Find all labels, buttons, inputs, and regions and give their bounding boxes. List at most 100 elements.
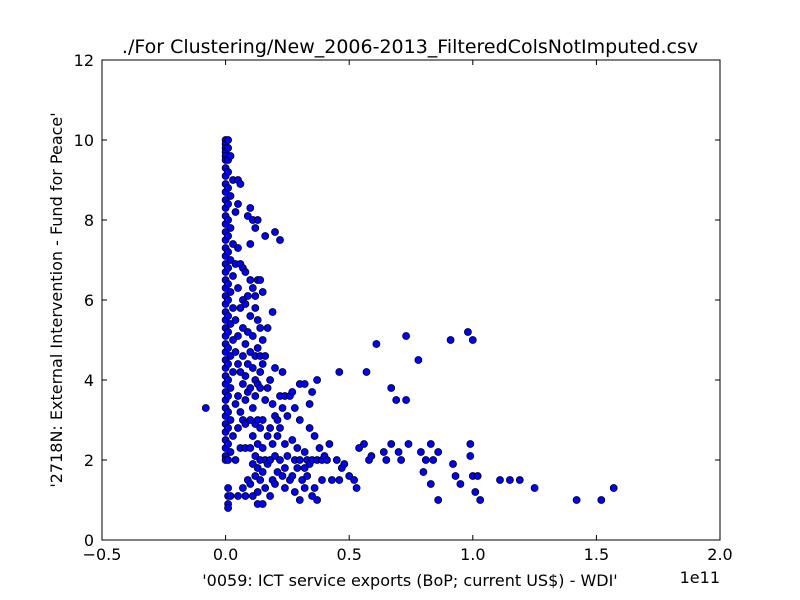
- x-tick-label: 1.0: [460, 545, 485, 564]
- data-point: [318, 476, 326, 484]
- data-point: [224, 248, 233, 256]
- data-point: [434, 496, 443, 504]
- data-point: [224, 168, 233, 176]
- data-point: [241, 372, 250, 380]
- data-point: [295, 416, 304, 424]
- data-point: [246, 444, 255, 452]
- y-tick-label: 8: [84, 211, 94, 230]
- data-point: [273, 468, 282, 476]
- data-point: [271, 452, 279, 460]
- data-point: [226, 416, 235, 424]
- data-point: [382, 456, 391, 464]
- data-point: [238, 380, 247, 388]
- data-point: [224, 344, 233, 352]
- data-point: [271, 228, 279, 236]
- data-point: [229, 336, 237, 344]
- data-point: [226, 192, 235, 200]
- data-point: [229, 272, 237, 280]
- data-point: [268, 308, 277, 316]
- data-point: [268, 440, 277, 448]
- data-point: [248, 332, 257, 340]
- data-point: [387, 440, 396, 448]
- data-point: [246, 312, 255, 320]
- data-point: [224, 484, 233, 492]
- data-point: [288, 436, 297, 444]
- data-point: [253, 464, 262, 472]
- data-point: [273, 416, 282, 424]
- data-point: [352, 484, 361, 492]
- data-point: [238, 352, 247, 360]
- data-point: [234, 244, 242, 252]
- data-point: [271, 480, 279, 488]
- data-point: [298, 476, 307, 484]
- data-point: [466, 440, 475, 448]
- data-point: [224, 504, 233, 512]
- data-point: [253, 488, 262, 496]
- data-point: [236, 408, 245, 416]
- data-point: [226, 152, 235, 160]
- data-point: [226, 492, 235, 500]
- data-point: [305, 424, 314, 432]
- data-point: [224, 424, 233, 432]
- data-point: [258, 468, 267, 476]
- data-point: [248, 364, 257, 372]
- data-point: [288, 388, 297, 396]
- data-point: [241, 268, 250, 276]
- data-point: [261, 352, 270, 360]
- x-axis-offset-label: 1e11: [680, 568, 720, 587]
- data-point: [303, 472, 312, 480]
- data-point: [226, 224, 235, 232]
- data-point: [609, 484, 618, 492]
- data-point: [224, 328, 233, 336]
- data-point: [308, 388, 317, 396]
- data-point: [505, 476, 514, 484]
- y-tick-label: 10: [74, 131, 94, 150]
- data-point: [258, 500, 267, 508]
- x-tick-label: −0.5: [83, 545, 122, 564]
- data-point: [258, 360, 267, 368]
- y-axis-ticks: 0 2 4 6 8 10 12: [74, 51, 720, 550]
- data-point: [266, 376, 275, 384]
- data-point: [246, 204, 255, 212]
- data-point: [278, 368, 287, 376]
- data-point: [253, 344, 262, 352]
- data-point: [293, 444, 302, 452]
- data-point: [261, 484, 270, 492]
- data-point: [226, 320, 235, 328]
- data-point: [530, 484, 539, 492]
- data-point: [256, 424, 265, 432]
- data-point: [224, 456, 233, 464]
- data-point: [243, 292, 252, 300]
- y-tick-label: 12: [74, 51, 94, 70]
- data-point: [496, 476, 504, 484]
- data-point: [434, 448, 443, 456]
- data-point: [276, 236, 284, 244]
- data-point: [226, 352, 235, 360]
- data-point: [305, 400, 314, 408]
- data-point: [229, 304, 237, 312]
- data-point: [253, 216, 262, 224]
- data-point: [224, 408, 233, 416]
- data-point: [308, 492, 317, 500]
- data-point: [392, 396, 401, 404]
- data-point: [446, 336, 455, 344]
- data-point: [456, 480, 465, 488]
- data-point: [226, 384, 235, 392]
- data-point: [397, 456, 406, 464]
- data-point: [466, 452, 475, 460]
- data-point: [429, 456, 438, 464]
- data-point: [231, 316, 240, 324]
- data-point: [280, 464, 289, 472]
- data-point: [394, 448, 403, 456]
- data-point: [280, 484, 289, 492]
- data-point: [246, 416, 255, 424]
- data-point: [226, 448, 235, 456]
- data-point: [463, 328, 472, 336]
- data-point: [224, 392, 233, 400]
- data-point: [251, 304, 260, 312]
- data-point: [293, 464, 302, 472]
- y-tick-label: 0: [84, 531, 94, 550]
- data-point: [238, 484, 247, 492]
- data-point: [234, 424, 242, 432]
